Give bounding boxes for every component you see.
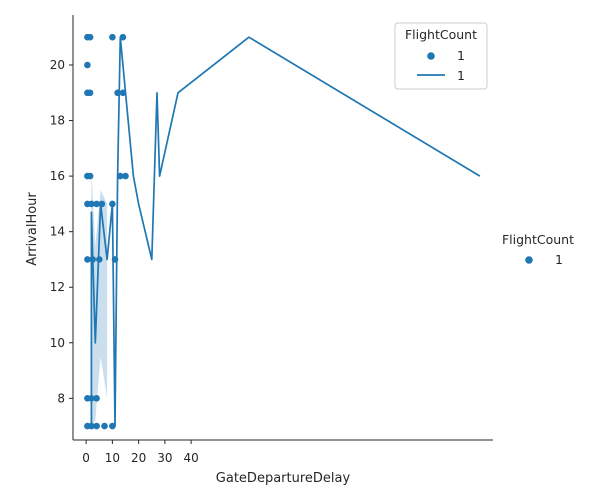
scatter-point bbox=[101, 422, 108, 430]
scatter-point bbox=[114, 89, 121, 97]
scatter-point bbox=[98, 200, 106, 208]
legend-main-frame bbox=[394, 22, 488, 90]
confidence-band bbox=[91, 170, 108, 427]
confidence-band-area bbox=[91, 170, 108, 427]
scatter-point bbox=[122, 172, 129, 180]
x-axis-label: GateDepartureDelay bbox=[216, 471, 351, 486]
scatter-point bbox=[111, 256, 119, 263]
legend-side: FlightCount 1 bbox=[502, 232, 574, 267]
legend-main: FlightCount 1 1 bbox=[394, 22, 488, 90]
scatter-point bbox=[109, 200, 116, 208]
y-axis-label: ArrivalHour bbox=[25, 192, 40, 266]
y-tick-label: 10 bbox=[50, 336, 65, 350]
x-tick-label: 30 bbox=[157, 451, 172, 465]
legend-main-title: FlightCount bbox=[405, 27, 477, 42]
y-tick-label: 20 bbox=[50, 58, 65, 72]
scatter-point bbox=[86, 33, 94, 41]
scatter-point bbox=[109, 422, 116, 430]
scatter-point bbox=[84, 256, 91, 263]
series-line bbox=[90, 36, 481, 427]
scatter-point bbox=[88, 395, 95, 402]
y-tick-label: 18 bbox=[50, 114, 65, 128]
x-tick-label: 10 bbox=[105, 451, 120, 465]
legend-side-title: FlightCount bbox=[502, 232, 574, 247]
scatter-point bbox=[88, 422, 95, 430]
series-line-path bbox=[90, 36, 481, 427]
y-tick-label: 12 bbox=[50, 280, 65, 294]
legend-main-marker-label: 1 bbox=[457, 48, 465, 63]
legend-side-marker-swatch bbox=[525, 256, 533, 264]
legend-side-marker-label: 1 bbox=[555, 252, 563, 267]
x-axis-ticks: 0 10 20 30 40 bbox=[82, 440, 199, 465]
y-tick-label: 14 bbox=[50, 225, 65, 239]
scatter-points bbox=[84, 33, 129, 430]
legend-main-marker-swatch bbox=[427, 52, 435, 60]
y-axis-ticks: 8 10 12 14 16 18 20 bbox=[50, 58, 73, 405]
scatter-point bbox=[86, 172, 94, 180]
scatter-point bbox=[96, 256, 103, 263]
scatter-point bbox=[84, 61, 91, 69]
x-tick-label: 20 bbox=[131, 451, 146, 465]
scatter-point bbox=[109, 33, 116, 41]
scatter-point bbox=[119, 33, 127, 41]
x-tick-label: 0 bbox=[82, 451, 90, 465]
scatter-point bbox=[86, 89, 94, 97]
scatter-point bbox=[89, 256, 96, 263]
x-tick-label: 40 bbox=[183, 451, 198, 465]
scatter-point bbox=[88, 200, 95, 208]
scatter-point bbox=[93, 200, 100, 208]
legend-main-line-label: 1 bbox=[457, 68, 465, 83]
scatter-point bbox=[93, 422, 100, 430]
y-tick-label: 8 bbox=[57, 391, 65, 405]
scatter-point bbox=[119, 89, 127, 97]
y-tick-label: 16 bbox=[50, 169, 65, 183]
scatter-point bbox=[93, 395, 100, 402]
scatter-point bbox=[117, 172, 124, 180]
